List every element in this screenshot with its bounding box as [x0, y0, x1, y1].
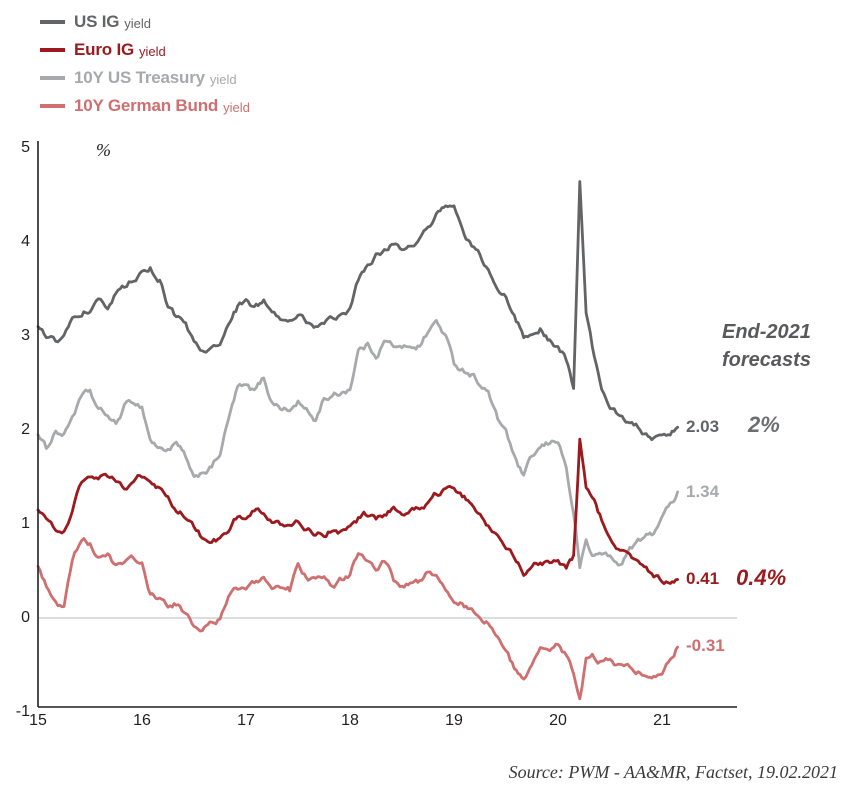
legend-label: US IG	[74, 12, 120, 31]
x-axis-tick: 21	[653, 712, 671, 729]
x-axis-tick: 16	[133, 712, 151, 729]
legend-label-suffix: yield	[139, 43, 166, 59]
end-value-label-euro-ig: 0.41	[686, 569, 720, 588]
x-axis-tick: 15	[29, 712, 47, 729]
us-ig-line-swatch-icon	[40, 20, 65, 24]
legend-item-us-ig: US IG yield	[40, 8, 250, 36]
legend-label: 10Y German Bund	[74, 96, 219, 115]
forecast-value-euro: 0.4%	[736, 565, 787, 590]
y-axis-tick: -1	[15, 703, 30, 720]
end-value-label-us-ig: 2.03	[686, 417, 720, 436]
forecast-heading-line1: End-2021	[722, 321, 811, 343]
us-treasury-line-swatch-icon	[40, 76, 65, 80]
x-axis-tick: 18	[341, 712, 359, 729]
series-line-us-treasury-10y	[36, 319, 679, 570]
legend-label: 10Y US Treasury	[74, 68, 205, 87]
series-line-euro-ig	[36, 437, 679, 585]
x-axis-tick: 19	[445, 712, 463, 729]
y-axis-tick: 5	[21, 139, 30, 156]
y-axis-tick: 1	[21, 515, 30, 532]
forecast-value-us: 2%	[748, 412, 780, 437]
y-axis-tick: 3	[21, 327, 30, 344]
german-bund-line-swatch-icon	[40, 104, 65, 108]
end-value-label-german-bund: -0.31	[686, 636, 725, 655]
y-axis-tick: 0	[21, 609, 30, 626]
series-line-german-bund-10y	[36, 537, 679, 701]
legend-item-us-treasury: 10Y US Treasury yield	[40, 64, 250, 92]
legend-label-suffix: yield	[209, 71, 237, 87]
forecast-heading-line2: forecasts	[722, 349, 811, 371]
y-axis-tick: 2	[21, 421, 30, 438]
x-axis-tick: 20	[549, 712, 567, 729]
x-axis-tick: 17	[237, 712, 255, 729]
legend-label-suffix: yield	[124, 15, 152, 31]
legend-label: Euro IG	[74, 40, 134, 59]
end-value-label-us-treasury: 1.34	[686, 482, 720, 501]
series-line-us-ig	[36, 180, 679, 442]
legend: US IG yield Euro IG yield 10Y US Treasur…	[40, 8, 250, 120]
forecast-heading: End-2021 forecasts	[722, 318, 852, 374]
euro-ig-line-swatch-icon	[40, 48, 65, 52]
y-axis-unit-label: %	[96, 140, 111, 160]
legend-label-suffix: yield	[223, 99, 250, 115]
legend-item-german-bund: 10Y German Bund yield	[40, 92, 250, 120]
legend-item-euro-ig: Euro IG yield	[40, 36, 250, 64]
source-note: Source: PWM - AA&MR, Factset, 19.02.2021	[508, 762, 838, 782]
y-axis-tick: 4	[21, 233, 30, 250]
